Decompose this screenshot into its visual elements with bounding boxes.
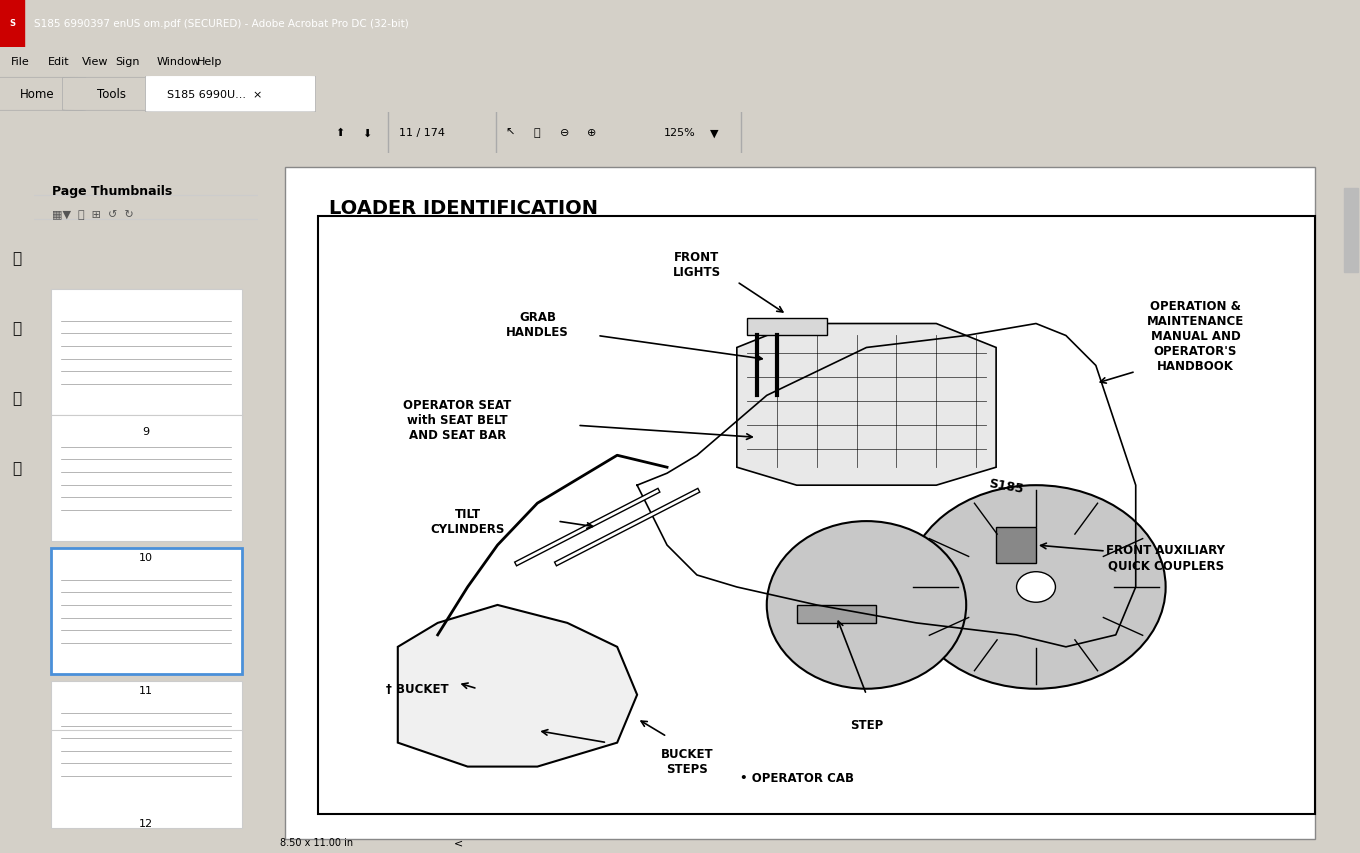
Text: Sign: Sign bbox=[116, 57, 140, 67]
Text: S185 6990U...  ×: S185 6990U... × bbox=[167, 90, 262, 100]
Text: ⬇: ⬇ bbox=[363, 128, 371, 138]
Text: Window: Window bbox=[156, 57, 200, 67]
FancyBboxPatch shape bbox=[286, 167, 1315, 839]
Text: 125%: 125% bbox=[664, 128, 696, 138]
Text: View: View bbox=[82, 57, 107, 67]
Text: ⬆: ⬆ bbox=[336, 128, 344, 138]
Text: ✋: ✋ bbox=[534, 128, 540, 138]
Text: ⊕: ⊕ bbox=[588, 128, 596, 138]
Text: S185: S185 bbox=[987, 476, 1024, 495]
Text: ▼: ▼ bbox=[710, 128, 718, 138]
Ellipse shape bbox=[1016, 572, 1055, 602]
Text: <: < bbox=[453, 838, 462, 847]
Ellipse shape bbox=[767, 521, 966, 689]
Text: Page Thumbnails: Page Thumbnails bbox=[52, 185, 173, 198]
Text: 11: 11 bbox=[139, 685, 154, 695]
Text: ↖: ↖ bbox=[506, 128, 514, 138]
FancyBboxPatch shape bbox=[50, 682, 242, 808]
Text: Tools: Tools bbox=[97, 88, 126, 102]
Text: † BUCKET: † BUCKET bbox=[386, 682, 449, 695]
Bar bbox=[0, 0, 24, 48]
Text: ⊖: ⊖ bbox=[560, 128, 568, 138]
Text: File: File bbox=[11, 57, 30, 67]
Text: Help: Help bbox=[197, 57, 223, 67]
Polygon shape bbox=[737, 324, 996, 485]
Bar bbox=[1344, 189, 1359, 272]
Text: ▦▼  🗑  ⊞  ↺  ↻: ▦▼ 🗑 ⊞ ↺ ↻ bbox=[52, 210, 133, 219]
Text: Home: Home bbox=[19, 88, 54, 102]
Bar bbox=[318, 217, 1315, 815]
Text: 11 / 174: 11 / 174 bbox=[398, 128, 445, 138]
FancyBboxPatch shape bbox=[50, 548, 242, 675]
FancyBboxPatch shape bbox=[50, 730, 242, 828]
Text: STEP: STEP bbox=[850, 718, 883, 731]
Bar bbox=[996, 527, 1036, 563]
Text: S185 6990397 enUS om.pdf (SECURED) - Adobe Acrobat Pro DC (32-bit): S185 6990397 enUS om.pdf (SECURED) - Ado… bbox=[34, 19, 409, 29]
Text: OPERATION &
MAINTENANCE
MANUAL AND
OPERATOR'S
HANDBOOK: OPERATION & MAINTENANCE MANUAL AND OPERA… bbox=[1146, 299, 1244, 373]
Text: 10: 10 bbox=[139, 552, 154, 562]
Text: • OPERATOR CAB: • OPERATOR CAB bbox=[740, 771, 854, 784]
Text: TILT
CYLINDERS: TILT CYLINDERS bbox=[430, 508, 505, 536]
Text: Edit: Edit bbox=[48, 57, 69, 67]
Text: FRONT
LIGHTS: FRONT LIGHTS bbox=[673, 250, 721, 278]
Text: 📎: 📎 bbox=[12, 461, 22, 476]
Polygon shape bbox=[397, 606, 636, 767]
Text: 9: 9 bbox=[143, 426, 150, 437]
FancyBboxPatch shape bbox=[50, 416, 242, 542]
Text: BUCKET
STEPS: BUCKET STEPS bbox=[661, 746, 713, 775]
Text: LOADER IDENTIFICATION: LOADER IDENTIFICATION bbox=[329, 199, 598, 218]
Text: GRAB
HANDLES: GRAB HANDLES bbox=[506, 310, 568, 338]
FancyBboxPatch shape bbox=[146, 77, 316, 113]
FancyBboxPatch shape bbox=[0, 78, 86, 111]
Bar bbox=[797, 606, 876, 624]
Text: 12: 12 bbox=[139, 818, 154, 828]
Text: 🔖: 🔖 bbox=[12, 391, 22, 406]
Text: 🔒: 🔒 bbox=[12, 251, 22, 266]
Bar bbox=[747, 318, 827, 336]
Text: FRONT AUXILIARY
QUICK COUPLERS: FRONT AUXILIARY QUICK COUPLERS bbox=[1106, 543, 1225, 572]
FancyBboxPatch shape bbox=[50, 290, 242, 416]
FancyBboxPatch shape bbox=[63, 78, 160, 111]
Text: OPERATOR SEAT
with SEAT BELT
AND SEAT BAR: OPERATOR SEAT with SEAT BELT AND SEAT BA… bbox=[404, 398, 511, 441]
Text: 📄: 📄 bbox=[12, 321, 22, 336]
Ellipse shape bbox=[906, 485, 1166, 689]
Text: S: S bbox=[10, 20, 15, 28]
Text: 8.50 x 11.00 in: 8.50 x 11.00 in bbox=[280, 838, 354, 847]
